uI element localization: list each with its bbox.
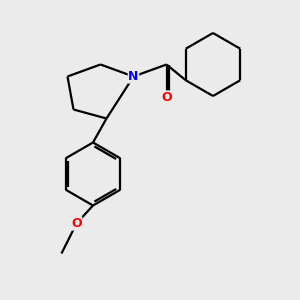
Text: O: O: [71, 217, 82, 230]
Text: O: O: [161, 91, 172, 104]
Text: N: N: [128, 70, 139, 83]
